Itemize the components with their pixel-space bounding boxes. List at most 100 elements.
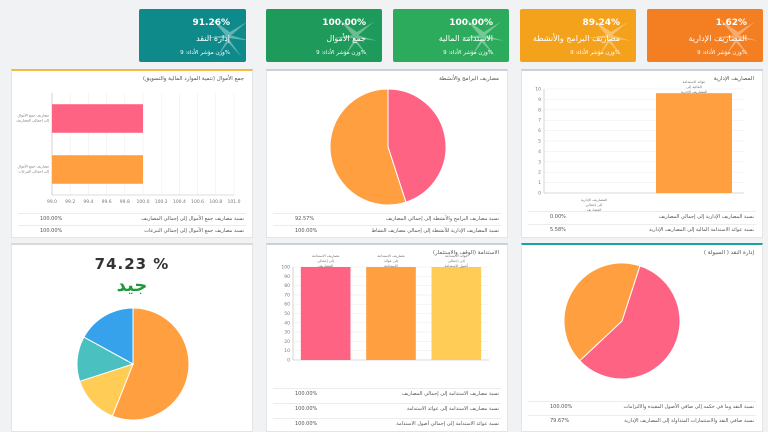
x-tick-label: 99.8 (120, 199, 130, 205)
stat-label: نسبة مصاريف جمع الأموال إلى إجمالي التبر… (144, 228, 244, 234)
stat-line: نسبة النقد وما في حكمه إلى صافي الأصول ا… (528, 401, 756, 410)
overall-rating: جيد (116, 275, 148, 296)
stat-value: 79.67% (550, 418, 570, 424)
stat-label: نسبة مصاريف الاستدامة إلى إجمالي المصاري… (401, 391, 499, 397)
overall-score-value: 74.23 % (94, 255, 170, 273)
y-tick-label: 9 (538, 97, 541, 103)
stat-value: 100.00% (295, 391, 318, 397)
y-tick-label: 1 (538, 180, 541, 186)
pie-slice (83, 308, 134, 365)
stat-line: نسبة مصاريف الاستدامة إلى إجمالي المصاري… (273, 388, 501, 397)
y-tick-label: 80 (284, 283, 290, 289)
stat-line: نسبة صافي النقد والاستثمارات المتداولة إ… (528, 415, 756, 424)
pie-slice (111, 308, 190, 421)
kpi-tile-programs[interactable]: 89.24% مصاريف البرامج والأنشطة وزن مؤشر … (520, 9, 636, 62)
stat-line: نسبة مصاريف جمع الأموال إلى إجمالي المصا… (18, 213, 246, 222)
overall-pie-chart (76, 308, 190, 421)
kpi-percent: 91.26% (192, 18, 231, 28)
kpi-name: المصاريف الإدارية (688, 34, 747, 43)
kpi-name: إدارة النقد (196, 34, 230, 43)
y-tick-label: 7 (538, 118, 541, 124)
programs-pie-chart (329, 88, 447, 206)
kpi-weight: وزن مؤشر الأداء: 9% (443, 50, 493, 56)
y-tick-label: 20 (284, 339, 290, 345)
stat-line: نسبة مصاريف الاستدامة إلى عوائد الاستدام… (273, 403, 501, 412)
x-tick-label: 100.2 (155, 199, 168, 205)
y-tick-label: 40 (284, 320, 290, 326)
kpi-percent: 89.24% (582, 18, 621, 28)
stat-line: نسبة المصاريف الإدارية إلى إجمالي المصار… (528, 211, 756, 220)
stat-value: 100.00% (40, 216, 63, 222)
x-tick-label: 99.2 (65, 199, 75, 205)
programs-card: مصاريف البرامج والأنشطة نسبة مصاريف البر… (266, 69, 508, 238)
card-title: مصاريف البرامج والأنشطة (439, 76, 499, 82)
x-category-label: عوائد الاستدامة (683, 80, 706, 84)
x-category-label: مصاريف الاستدامة (377, 254, 405, 258)
cash-pie-chart (563, 262, 681, 380)
y-category-label: مصاريف جمع الأموال (17, 164, 49, 169)
y-tick-label: 60 (284, 302, 290, 308)
bar (656, 93, 732, 193)
y-category-label: إلى إجمالي المصاريف (16, 119, 49, 124)
x-tick-label: 99.4 (83, 199, 93, 205)
kpi-tile-fundraising[interactable]: 100.00% جمع الأموال وزن مؤشر الأداء: 9% (266, 9, 382, 62)
x-category-label: المصاريف (587, 208, 602, 211)
stat-value: 5.58% (550, 227, 566, 233)
y-tick-label: 50 (284, 311, 290, 317)
palm-logo-icon (206, 19, 246, 57)
y-tick-label: 30 (284, 330, 290, 336)
y-tick-label: 3 (538, 159, 541, 165)
kpi-tile-admin[interactable]: 1.62% المصاريف الإدارية وزن مؤشر الأداء:… (647, 9, 763, 62)
bar (366, 267, 416, 360)
admin-card: المصاريف الإدارية 0 1 2 3 4 5 6 7 8 9 10 المصاريف ا… (521, 69, 763, 238)
stat-label: نسبة المصاريف الإدارية للأنشطة إلى إجمال… (371, 228, 499, 234)
x-tick-label: 100.8 (209, 199, 222, 205)
x-category-label: أصول الاستدامة (445, 263, 469, 268)
pie-slice (387, 88, 447, 203)
x-category-label: المصاريف (318, 264, 333, 268)
stat-value: 100.00% (295, 406, 318, 412)
x-tick-label: 99.6 (102, 199, 112, 205)
x-category-label: عوائد الاستدامة (445, 254, 468, 258)
x-tick-label: 101.0 (228, 199, 241, 205)
x-category-label: المصاريف الإدارية (581, 198, 607, 203)
x-category-label: مصاريف الاستدامة (312, 254, 340, 258)
fundraising-bar-chart: 99.0 99.2 99.4 99.6 99.8 100.0 100.2 100.4 100.6… (16, 93, 241, 205)
stat-value: 92.57% (295, 216, 315, 222)
x-tick-label: 100.4 (173, 199, 186, 205)
stat-line: نسبة المصاريف الإدارية للأنشطة إلى إجمال… (273, 225, 501, 234)
stat-label: نسبة مصاريف الاستدامة إلى عوائد الاستدام… (406, 406, 499, 412)
kpi-weight: وزن مؤشر الأداء: 9% (316, 50, 366, 56)
kpi-name: الاستدامة المالية (438, 34, 493, 43)
y-tick-label: 0 (538, 191, 541, 197)
bar (431, 267, 482, 360)
bar (52, 104, 143, 133)
stat-value: 100.00% (40, 228, 63, 234)
y-category-label: مصاريف جمع الأموال (17, 113, 49, 118)
stat-line: نسبة عوائد الاستدامة إلى إجمالي أصول الا… (273, 418, 501, 427)
y-tick-label: 70 (284, 292, 290, 298)
stat-label: نسبة عوائد الاستدامة المالية إلى المصاري… (649, 227, 754, 233)
x-category-label: إلى إجمالي (448, 259, 465, 264)
y-tick-label: 100 (281, 265, 290, 271)
pie-slice (329, 88, 407, 206)
y-tick-label: 90 (284, 274, 290, 280)
stat-label: نسبة صافي النقد والاستثمارات المتداولة إ… (624, 418, 754, 424)
overall-score-card: 74.23 % جيد (11, 243, 253, 432)
stat-line: نسبة مصاريف جمع الأموال إلى إجمالي التبر… (18, 225, 246, 234)
stat-value: 100.00% (295, 421, 318, 427)
stat-value: 0.00% (550, 214, 566, 220)
x-tick-label: 99.0 (47, 199, 57, 205)
kpi-tile-cash[interactable]: 91.26% إدارة النقد وزن مؤشر الأداء: 9% (139, 9, 246, 62)
y-tick-label: 10 (284, 348, 290, 354)
kpi-tile-sustainability[interactable]: 100.00% الاستدامة المالية وزن مؤشر الأدا… (393, 9, 509, 62)
x-tick-label: 100.0 (137, 199, 150, 205)
stat-value: 100.00% (550, 404, 573, 410)
stat-line: نسبة عوائد الاستدامة المالية إلى المصاري… (528, 224, 756, 233)
card-title: الاستدامة (الوقف والاستثمار) (432, 250, 499, 256)
kpi-percent: 100.00% (322, 18, 366, 28)
pie-slice (563, 262, 641, 362)
stat-value: 100.00% (295, 228, 318, 234)
palm-logo-icon (714, 19, 758, 57)
